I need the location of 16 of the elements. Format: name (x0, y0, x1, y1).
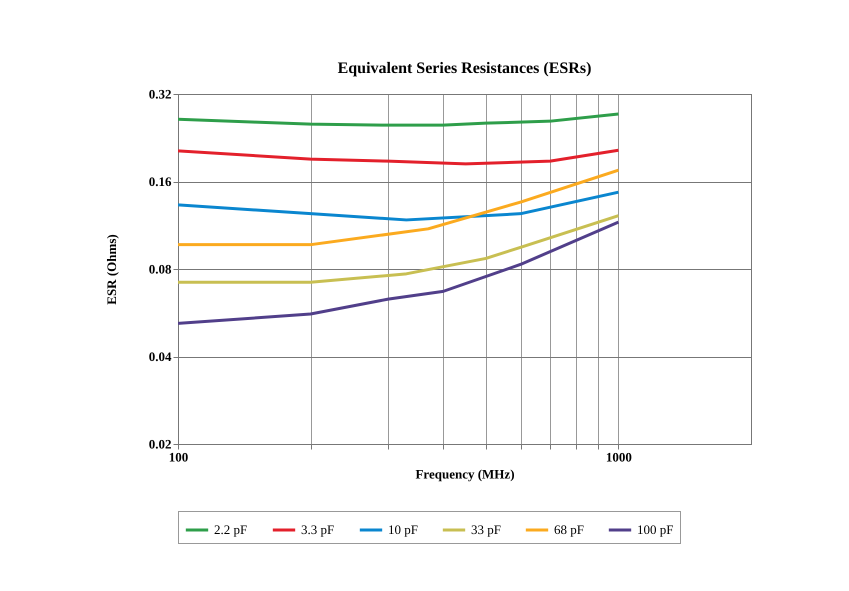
legend-label: 2.2 pF (214, 522, 248, 537)
legend-label: 100 pF (637, 522, 674, 537)
y-axis-title: ESR (Ohms) (104, 234, 119, 305)
legend-label: 3.3 pF (301, 522, 334, 537)
y-tick-label: 0.32 (148, 86, 172, 102)
x-tick-label: 100 (168, 450, 188, 464)
y-tick-label: 0.02 (148, 436, 172, 452)
legend-label: 10 pF (388, 522, 418, 537)
y-tick-label: 0.04 (148, 349, 172, 364)
x-tick-label: 1000 (606, 450, 632, 464)
legend-label: 33 pF (471, 522, 501, 537)
legend-label: 68 pF (554, 522, 584, 537)
y-tick-label: 0.16 (148, 174, 172, 189)
y-tick-label: 0.08 (148, 262, 172, 276)
x-axis-title: Frequency (MHz) (415, 466, 515, 482)
chart-title: Equivalent Series Resistances (ESRs) (338, 60, 592, 77)
